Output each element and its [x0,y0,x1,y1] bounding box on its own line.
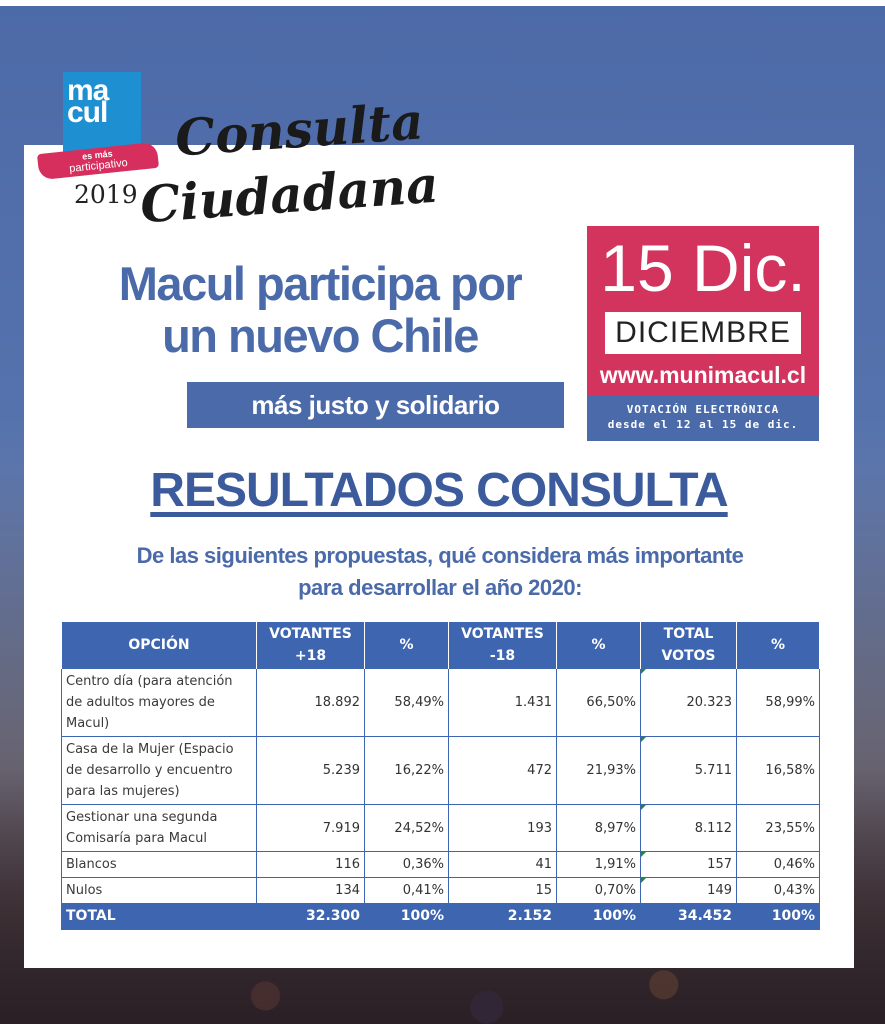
cell-pct-total: 58,99% [736,668,820,737]
headline-subtitle: más justo y solidario [187,382,564,428]
cell-votantes-18: 18.892 [256,668,365,737]
cell-pct-18: 0,36% [364,851,449,878]
cell-votantes-menos18: 193 [448,804,557,852]
date-month: DICIEMBRE [605,312,801,354]
logo-line2: cul [67,96,108,129]
cell-pct-menos18: 0,70% [556,877,641,904]
total-label: TOTAL [61,903,257,930]
row-label: Nulos [61,877,257,904]
question-text: De las siguientes propuestas, qué consid… [90,540,790,604]
cell-votantes-18: 7.919 [256,804,365,852]
cell-pct-18: 16,22% [364,736,449,805]
cell-pct-total: 0,46% [736,851,820,878]
header-votantes-18-b: +18 [294,648,327,664]
voting-info-line2: desde el 12 al 15 de dic. [607,418,799,431]
cell-votantes-18: 116 [256,851,365,878]
header-pct-18: % [364,622,449,669]
headline: Macul participa por un nuevo Chile [60,258,580,362]
table-row: Blancos 116 0,36% 41 1,91% 157 0,46% [61,851,820,878]
cell-votantes-18: 134 [256,877,365,904]
cell-total: 20.323 [640,668,737,737]
date-box: 15 Dic. DICIEMBRE www.munimacul.cl VOTAC… [587,226,819,441]
cell-pct-menos18: 66,50% [556,668,641,737]
cell-pct-menos18: 21,93% [556,736,641,805]
table-row: Nulos 134 0,41% 15 0,70% 149 0,43% [61,877,820,904]
cell-total: 5.711 [640,736,737,805]
row-label: Centro día (para atención de adultos may… [61,668,257,737]
header-option: OPCIÓN [61,622,257,669]
cell-pct-total: 16,58% [736,736,820,805]
results-table: OPCIÓN VOTANTES +18 % VOTANTES -18 % TOTAL… [61,622,820,930]
cell-votantes-menos18: 472 [448,736,557,805]
logo-text: ma cul [67,74,109,129]
cell-pct-menos18: 1,91% [556,851,641,878]
cell-total: 157 [640,851,737,878]
header-pct-total: % [736,622,820,669]
cell-pct-18: 58,49% [364,668,449,737]
table-total-row: TOTAL 32.300 100% 2.152 100% 34.452 100% [61,903,820,930]
cell-votantes-menos18: 15 [448,877,557,904]
cell-pct-total: 0,43% [736,877,820,904]
header-votantes-menos18: VOTANTES -18 [448,622,557,669]
website-url: www.munimacul.cl [599,362,807,388]
voting-info-line1: VOTACIÓN ELECTRÓNICA [626,403,780,416]
cell-votantes-menos18: 1.431 [448,668,557,737]
total-pct-menos18: 100% [556,903,641,930]
cell-pct-18: 24,52% [364,804,449,852]
header-votantes-menos18-a: VOTANTES [461,626,544,642]
header-votantes-menos18-b: -18 [489,648,516,664]
row-label: Gestionar una segunda Comisaría para Mac… [61,804,257,852]
logo-line1: ma [67,74,109,107]
header-votantes-18-a: VOTANTES [269,626,352,642]
table-row: Centro día (para atención de adultos may… [61,668,820,737]
date-big: 15 Dic. [600,231,806,305]
question-line1: De las siguientes propuestas, qué consid… [136,543,744,568]
cell-pct-total: 23,55% [736,804,820,852]
total-pct: 100% [736,903,820,930]
cell-total: 8.112 [640,804,737,852]
header-total-b: VOTOS [661,648,716,664]
row-label: Blancos [61,851,257,878]
question-line2: para desarrollar el año 2020: [298,575,582,600]
top-border [0,0,885,6]
header-votantes-18: VOTANTES +18 [256,622,365,669]
header-pct-menos18: % [556,622,641,669]
row-label: Casa de la Mujer (Espacio de desarrollo … [61,736,257,805]
headline-line2: un nuevo Chile [162,309,479,362]
cell-pct-18: 0,41% [364,877,449,904]
voting-info: VOTACIÓN ELECTRÓNICA desde el 12 al 15 d… [587,396,819,441]
table-row: Casa de la Mujer (Espacio de desarrollo … [61,736,820,805]
header-total-votos: TOTAL VOTOS [640,622,737,669]
table-header-row: OPCIÓN VOTANTES +18 % VOTANTES -18 % TOTAL… [61,622,820,669]
table-row: Gestionar una segunda Comisaría para Mac… [61,804,820,852]
cell-votantes-18: 5.239 [256,736,365,805]
results-title: RESULTADOS CONSULTA [150,464,728,517]
headline-line1: Macul participa por [118,257,523,310]
cell-pct-menos18: 8,97% [556,804,641,852]
cell-total: 149 [640,877,737,904]
header-total-a: TOTAL [663,626,714,642]
total-pct-18: 100% [364,903,449,930]
total-votantes-menos18: 2.152 [448,903,557,930]
cell-votantes-menos18: 41 [448,851,557,878]
year-label: 2019 [74,180,138,209]
total-votantes-18: 32.300 [256,903,365,930]
total-votos: 34.452 [640,903,737,930]
